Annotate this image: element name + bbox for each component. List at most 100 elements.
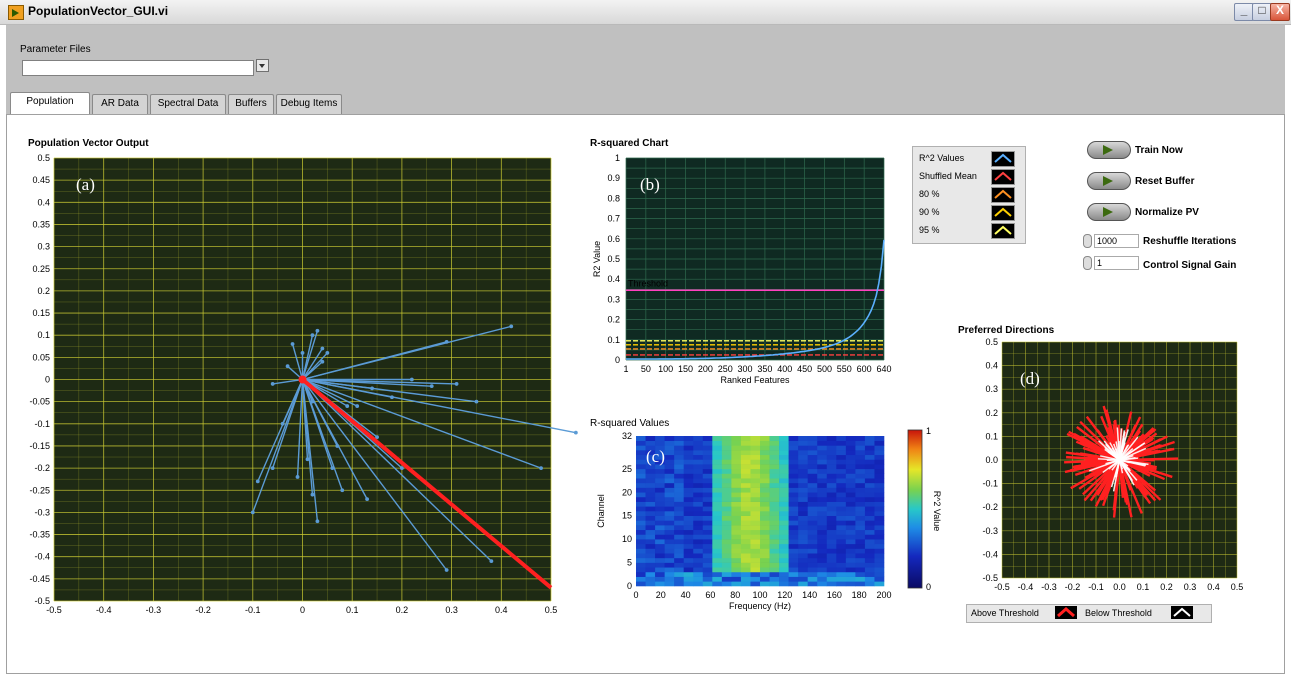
heatmap-cell — [788, 576, 799, 582]
heatmap-cell — [750, 464, 761, 470]
pd-below-threshold-vector — [1119, 456, 1136, 461]
heatmap-cell — [693, 576, 704, 582]
heatmap-cell — [760, 464, 770, 470]
heatmap-cell — [636, 454, 646, 460]
legend-swatch-r2[interactable] — [991, 151, 1015, 167]
train-now-button[interactable] — [1087, 141, 1131, 159]
reshuffle-label: Reshuffle Iterations — [1143, 236, 1237, 247]
below-threshold-swatch[interactable] — [1171, 606, 1193, 619]
heatmap-cell — [721, 473, 732, 479]
tab-spectral-data[interactable]: Spectral Data — [150, 94, 226, 114]
heatmap-cell — [731, 436, 742, 441]
legend-swatch-80[interactable] — [991, 187, 1015, 203]
r2-values-heatmap[interactable]: 0 20 40 60 80 100 120 140 160 180 200322520151050F… — [588, 426, 968, 622]
pv-neuron-vector — [302, 378, 457, 385]
heatmap-cell — [664, 473, 675, 479]
heatmap-cell — [769, 440, 780, 446]
reshuffle-value[interactable]: 1000 — [1094, 234, 1139, 248]
heatmap-cell — [664, 515, 675, 521]
heatmap-cell — [817, 492, 828, 498]
heatmap-cell — [636, 543, 646, 549]
heatmap-cell — [645, 450, 656, 456]
heatmap-cell — [645, 548, 656, 554]
heatmap-cell — [721, 487, 732, 493]
heatmap-cell — [712, 487, 723, 493]
heatmap-cell — [712, 506, 723, 512]
heatmap-cell — [740, 553, 751, 559]
above-threshold-swatch[interactable] — [1055, 606, 1077, 619]
heatmap-cell — [740, 581, 751, 587]
normalize-pv-button[interactable] — [1087, 203, 1131, 221]
heatmap-cell — [807, 525, 818, 531]
legend-swatch-95[interactable] — [991, 223, 1015, 239]
heatmap-cell — [836, 576, 847, 582]
heatmap-cell — [645, 501, 656, 507]
heatmap-cell — [683, 576, 694, 582]
hm-y-tick-label: 10 — [622, 534, 632, 544]
legend-swatch-shuffled[interactable] — [991, 169, 1015, 185]
heatmap-cell — [702, 539, 713, 545]
heatmap-cell — [636, 506, 646, 512]
legend-swatch-90[interactable] — [991, 205, 1015, 221]
heatmap-cell — [702, 520, 713, 526]
heatmap-cell — [845, 436, 856, 441]
minimize-button[interactable]: _ — [1234, 3, 1254, 21]
heatmap-cell — [721, 478, 732, 484]
heatmap-cell — [760, 459, 770, 465]
heatmap-cell — [645, 529, 656, 535]
tab-ar-data[interactable]: AR Data — [92, 94, 148, 114]
heatmap-cell — [712, 515, 723, 521]
heatmap-cell — [674, 557, 684, 563]
heatmap-cell — [817, 511, 828, 516]
preferred-directions-plot[interactable]: -0.5 -0.4 -0.3 -0.2 -0.1 0.0 0.1 0.2 0.3 0.4 0.5 0.… — [958, 334, 1268, 602]
heatmap-cell — [788, 501, 799, 507]
heatmap-cell — [855, 445, 866, 451]
heatmap-cell — [836, 581, 847, 587]
heatmap-cell — [855, 539, 866, 545]
pv-x-tick-label: 0 — [300, 605, 305, 615]
heatmap-cell — [702, 581, 713, 587]
heatmap-cell — [845, 473, 856, 479]
heatmap-cell — [798, 445, 808, 451]
tab-debug-items[interactable]: Debug Items — [276, 94, 342, 114]
r2-chart[interactable]: 1 50 100 150 200 250 300 350 400 450 500 550 600 6401… — [588, 148, 906, 406]
heatmap-cell — [721, 445, 732, 451]
heatmap-cell — [693, 529, 704, 535]
heatmap-cell — [750, 557, 761, 563]
heatmap-cell — [807, 581, 818, 587]
tab-buffers[interactable]: Buffers — [228, 94, 274, 114]
gain-spinner[interactable] — [1083, 256, 1092, 270]
heatmap-cell — [798, 581, 808, 587]
heatmap-cell — [702, 478, 713, 484]
heatmap-cell — [750, 520, 761, 526]
gain-value[interactable]: 1 — [1094, 256, 1139, 270]
r2-panel-label: (b) — [640, 175, 660, 194]
pv-x-tick-label: 0.5 — [545, 605, 558, 615]
heatmap-cell — [845, 525, 856, 531]
heatmap-cell — [702, 501, 713, 507]
population-vector-plot[interactable]: -0.5 -0.4 -0.3 -0.2 -0.1 0 0.1 0.2 0.3 0.4 0.5 0.5 0… — [20, 148, 580, 628]
maximize-button[interactable]: □ — [1252, 3, 1272, 21]
reset-buffer-button[interactable] — [1087, 172, 1131, 190]
parameter-files-input[interactable] — [22, 60, 254, 76]
heatmap-cell — [807, 459, 818, 465]
heatmap-cell — [845, 506, 856, 512]
heatmap-cell — [721, 553, 732, 559]
heatmap-cell — [683, 496, 694, 502]
heatmap-cell — [683, 440, 694, 446]
heatmap-cell — [750, 576, 761, 582]
reshuffle-spinner[interactable] — [1083, 234, 1092, 248]
browse-dropdown-icon[interactable] — [256, 59, 269, 72]
pv-neuron-vector — [302, 378, 542, 469]
heatmap-cell — [836, 515, 847, 521]
heatmap-cell — [769, 581, 780, 587]
heatmap-cell — [817, 496, 828, 502]
close-button[interactable]: X — [1270, 3, 1290, 21]
pd-x-tick-label: 0.3 — [1184, 582, 1197, 592]
heatmap-cell — [826, 567, 837, 573]
tab-population-vector[interactable]: Population Vector — [10, 92, 90, 125]
heatmap-cell — [693, 562, 704, 568]
heatmap-cell — [636, 534, 646, 540]
r2-threshold-label: Threshold — [628, 278, 668, 288]
heatmap-cell — [864, 581, 875, 587]
